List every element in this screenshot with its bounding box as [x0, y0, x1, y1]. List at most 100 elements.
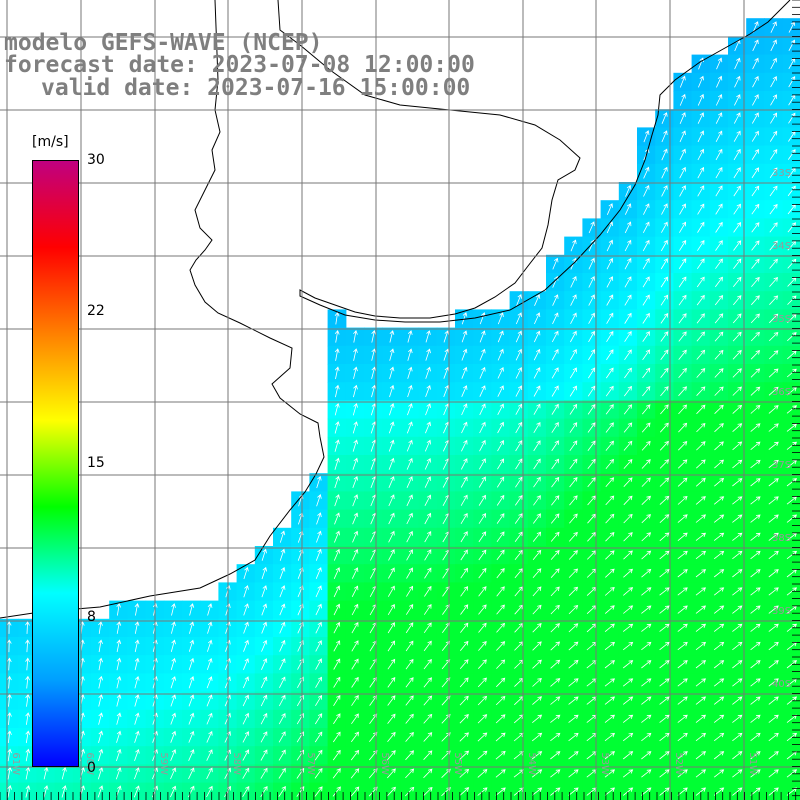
wind-cell [600, 382, 620, 401]
wind-cell [618, 764, 638, 784]
wind-arrow [623, 513, 633, 524]
wind-arrow [659, 587, 670, 596]
wind-arrow [515, 421, 523, 434]
wind-cell [691, 345, 711, 365]
wind-cell [637, 709, 656, 729]
wind-arrow [769, 313, 779, 324]
wind-cell [582, 254, 602, 274]
wind-arrow [733, 167, 741, 179]
wind-arrow [353, 384, 358, 398]
wind-cell [491, 709, 511, 729]
wind-cell [746, 491, 765, 511]
wind-arrow [551, 367, 559, 379]
wind-arrow [261, 548, 267, 561]
wind-cell [709, 527, 729, 547]
wind-arrow [750, 496, 761, 505]
wind-arrow [713, 514, 725, 523]
wind-cell [527, 455, 547, 474]
wind-arrow [751, 112, 759, 124]
wind-arrow [713, 623, 725, 632]
wind-arrow [732, 714, 743, 723]
wind-arrow [568, 604, 579, 615]
wind-arrow [335, 384, 340, 398]
wind-arrow [116, 657, 122, 671]
wind-cell [618, 364, 638, 383]
wind-cell [582, 400, 602, 420]
wind-cell [691, 418, 711, 438]
wind-cell [637, 673, 656, 693]
wind-arrow [423, 768, 433, 779]
wind-arrow [261, 658, 268, 670]
wind-arrow [495, 787, 506, 796]
wind-arrow [478, 458, 486, 470]
wind-arrow [371, 330, 377, 343]
lon-label: 53W [599, 752, 610, 775]
wind-cell [436, 491, 456, 511]
wind-arrow [732, 496, 743, 505]
wind-cell [436, 582, 456, 602]
wind-arrow [570, 239, 577, 252]
wind-arrow [533, 403, 541, 415]
wind-arrow [405, 658, 414, 670]
wind-arrow [207, 603, 213, 616]
wind-cell [509, 709, 529, 729]
wind-cell [509, 655, 529, 674]
wind-arrow [660, 258, 668, 270]
wind-arrow [641, 477, 651, 487]
wind-cell [527, 364, 547, 383]
wind-arrow [695, 587, 707, 596]
wind-cell [746, 327, 765, 347]
wind-arrow [770, 76, 777, 88]
wind-arrow [696, 441, 706, 451]
wind-cell [637, 764, 656, 784]
wind-cell [600, 618, 620, 638]
wind-arrow [25, 730, 31, 744]
wind-arrow [495, 750, 506, 760]
wind-cell [400, 564, 420, 583]
wind-arrow [134, 712, 140, 725]
coastline [0, 0, 791, 619]
wind-cell [455, 655, 474, 674]
wind-arrow [116, 748, 122, 762]
wind-cell [582, 618, 602, 638]
wind-cell [637, 436, 656, 456]
wind-arrow [786, 441, 798, 450]
wind-arrow [788, 112, 796, 124]
wind-cell [673, 436, 693, 456]
wind-cell [691, 709, 711, 729]
wind-cell [600, 491, 620, 511]
wind-arrow [786, 387, 797, 396]
wind-cell [691, 145, 711, 165]
title-valid-date: valid date: 2023-07-16 15:00:00 [41, 75, 471, 101]
wind-cell [691, 182, 711, 201]
wind-arrow [659, 532, 670, 542]
wind-arrow [568, 586, 579, 596]
wind-arrow [478, 549, 487, 561]
wind-arrow [752, 57, 759, 70]
wind-arrow [751, 148, 759, 161]
wind-arrow [750, 532, 761, 541]
coastline-path [277, 0, 791, 323]
wind-arrow [353, 348, 358, 361]
wind-cell [673, 691, 693, 711]
wind-cell [618, 236, 638, 256]
wind-arrow [206, 749, 213, 761]
wind-arrow [242, 731, 250, 743]
wind-cell [655, 400, 674, 420]
wind-arrow [116, 712, 122, 725]
wind-arrow [261, 566, 268, 580]
wind-arrow [459, 732, 469, 742]
wind-arrow [550, 623, 560, 633]
wind-cell [491, 764, 511, 784]
wind-cell [546, 655, 565, 674]
wind-arrow [677, 787, 688, 796]
wind-arrow [604, 751, 616, 760]
wind-cell [691, 564, 711, 583]
wind-cell [455, 527, 474, 547]
wind-cell [473, 691, 492, 711]
wind-cell [564, 600, 583, 620]
wind-cell [527, 764, 547, 784]
wind-arrow [587, 367, 596, 379]
wind-cell [655, 746, 674, 765]
wind-arrow [461, 421, 468, 434]
